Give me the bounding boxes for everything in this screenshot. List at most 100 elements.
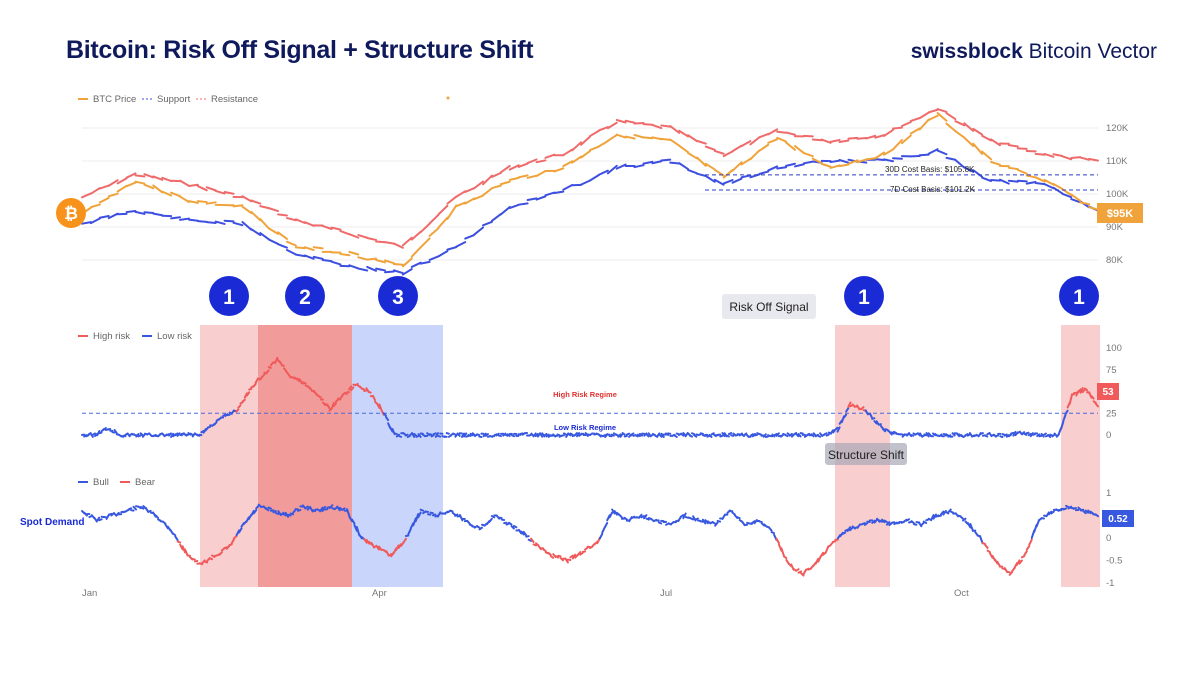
spot-demand-line	[250, 509, 255, 517]
resistance-line	[517, 162, 529, 168]
risk-line	[122, 434, 127, 438]
resistance-line	[713, 149, 725, 155]
risk-line	[252, 382, 257, 388]
btc-price-line	[187, 200, 199, 204]
spot-demand-line	[1062, 507, 1068, 511]
btc-price-line	[802, 152, 814, 158]
risk-line	[1040, 432, 1045, 438]
spot-demand-line	[782, 555, 788, 560]
resistance-line	[419, 222, 431, 234]
risk-tick-label: 0	[1106, 430, 1111, 441]
risk-line	[938, 433, 943, 438]
risk-line	[98, 431, 103, 435]
marker-badge	[209, 276, 249, 316]
spot-demand-line	[292, 508, 297, 514]
risk-line	[847, 401, 852, 408]
resistance-line	[187, 183, 199, 187]
spot-demand-line	[522, 530, 528, 537]
risk-line	[237, 404, 242, 409]
spot-demand-line	[83, 511, 88, 517]
spot-demand-line	[969, 523, 974, 532]
spot-demand-line	[272, 510, 277, 514]
risk-line	[1012, 430, 1017, 437]
btc-price-line	[526, 174, 538, 179]
risk-line	[165, 433, 170, 437]
spot-demand-line	[132, 505, 137, 511]
demand-tick-label: 1	[1106, 488, 1111, 499]
resistance-line	[499, 164, 511, 174]
resistance-line	[838, 139, 850, 143]
spot-demand-line	[922, 520, 928, 525]
risk-line	[545, 433, 550, 438]
spot-demand-line	[1025, 544, 1031, 551]
spot-demand-line	[404, 534, 410, 538]
risk-line	[139, 432, 144, 437]
risk-line	[239, 401, 244, 405]
risk-line	[332, 402, 337, 408]
risk-line	[245, 391, 251, 397]
spot-demand-line	[527, 538, 533, 542]
spot-demand-line	[476, 525, 481, 529]
risk-line	[645, 433, 650, 438]
risk-line	[892, 430, 898, 434]
resistance-line	[116, 177, 128, 185]
resistance-line	[205, 186, 217, 192]
resistance-line	[241, 195, 253, 203]
risk-line	[410, 432, 416, 438]
spot-demand-line	[689, 517, 695, 521]
resistance-line	[535, 159, 547, 164]
btc-price-line	[856, 158, 868, 164]
marker-number: 2	[299, 286, 311, 309]
spot-demand-line	[431, 513, 437, 517]
resistance-line	[1070, 156, 1082, 159]
risk-line	[265, 369, 270, 374]
btc-price-line	[829, 164, 841, 169]
spot-demand-line	[287, 513, 292, 517]
risk-line	[945, 433, 950, 437]
btc-price-line	[419, 237, 431, 249]
demand-tick-label: -0.5	[1106, 556, 1122, 567]
risk-line	[1068, 393, 1073, 405]
btc-price-line	[277, 231, 288, 240]
support-line	[196, 220, 208, 223]
risk-line	[367, 390, 372, 394]
btc-price-line	[678, 144, 690, 154]
btc-price-line	[1070, 193, 1082, 202]
support-line	[357, 267, 369, 272]
resistance-line	[437, 204, 449, 216]
resistance-line	[544, 153, 556, 159]
btc-price-line	[205, 201, 217, 205]
btc-price-line	[553, 167, 565, 173]
spot-demand-line	[478, 526, 484, 531]
risk-line	[339, 394, 344, 400]
spot-demand-line	[873, 518, 879, 524]
support-line	[722, 179, 734, 185]
btc-price-line	[990, 160, 1001, 166]
resistance-line	[1043, 152, 1055, 158]
btc-price-line	[1052, 182, 1064, 190]
risk-line	[437, 434, 442, 438]
btc-price-line	[179, 195, 190, 203]
risk-line	[335, 398, 340, 403]
support-line	[776, 166, 788, 170]
support-line	[927, 148, 939, 155]
risk-line	[482, 432, 487, 438]
support-line	[597, 169, 609, 176]
spot-demand-line	[225, 544, 231, 550]
support-line	[446, 246, 458, 251]
btc-price-line	[793, 145, 805, 155]
btc-price-line	[660, 137, 672, 141]
structure-shift-box	[825, 443, 907, 465]
risk-line	[278, 360, 283, 366]
btc-price-line	[740, 157, 752, 166]
risk-line	[484, 433, 489, 437]
risk-line	[879, 425, 885, 430]
risk-line	[619, 433, 624, 438]
btc-price-line	[580, 150, 591, 159]
spot-demand-line	[228, 543, 233, 547]
risk-line	[1001, 433, 1006, 436]
btc-price-line	[1016, 168, 1028, 175]
spot-demand-line	[466, 519, 471, 525]
spot-demand-line	[871, 519, 876, 524]
resistance-line	[856, 136, 868, 140]
